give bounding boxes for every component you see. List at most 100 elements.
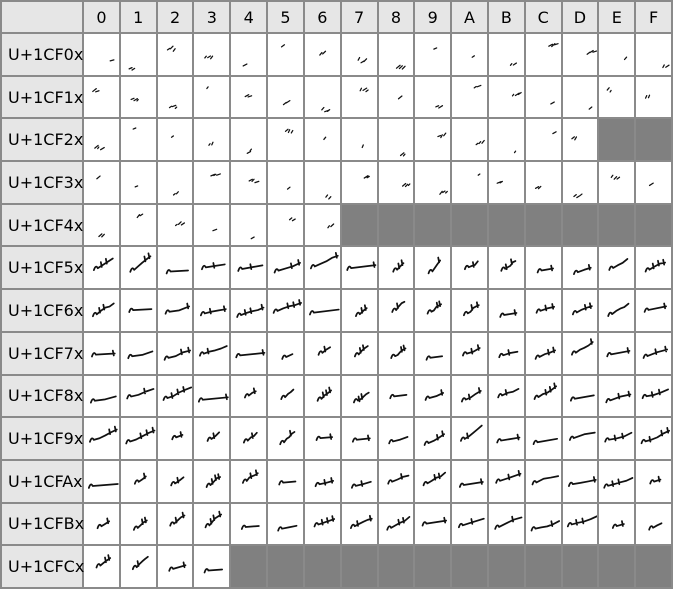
glyph-cell xyxy=(376,74,416,120)
glyph-cell xyxy=(192,245,232,291)
znamenny-glyph-icon xyxy=(570,136,577,141)
glyph-cell xyxy=(634,373,673,419)
unassigned-cell xyxy=(597,117,637,163)
chart-row: U+1CF3x xyxy=(0,160,673,205)
znamenny-glyph-icon xyxy=(128,307,153,314)
glyph-cell xyxy=(486,117,526,163)
glyph-cell xyxy=(413,32,453,77)
glyph-cell xyxy=(413,330,453,376)
znamenny-glyph-icon xyxy=(363,175,370,179)
glyph-cell xyxy=(192,544,232,589)
glyph-cell xyxy=(82,160,121,205)
znamenny-glyph-icon xyxy=(96,175,101,180)
znamenny-glyph-icon xyxy=(395,64,406,70)
znamenny-glyph-icon xyxy=(134,185,139,188)
znamenny-glyph-icon xyxy=(284,129,294,134)
glyph-cell xyxy=(523,288,563,333)
chart-row: U+1CF2x xyxy=(0,117,673,163)
glyph-cell xyxy=(486,330,526,376)
glyph-cell xyxy=(486,416,526,461)
znamenny-glyph-icon xyxy=(645,94,651,99)
glyph-cell xyxy=(523,117,563,163)
znamenny-glyph-icon xyxy=(170,135,174,139)
row-label: U+1CF9x xyxy=(0,416,84,461)
column-header-7: 7 xyxy=(339,0,379,34)
glyph-cell xyxy=(118,501,158,547)
znamenny-glyph-icon xyxy=(477,173,481,176)
znamenny-glyph-icon xyxy=(401,182,410,188)
glyph-cell xyxy=(155,117,195,163)
glyph-cell xyxy=(376,501,416,547)
glyph-cell xyxy=(413,288,453,333)
glyph-cell xyxy=(302,416,342,461)
glyph-cell xyxy=(266,74,305,120)
glyph-cell xyxy=(155,330,195,376)
znamenny-glyph-icon xyxy=(323,136,327,141)
glyph-cell xyxy=(302,373,342,419)
column-header-6: 6 xyxy=(302,0,342,34)
glyph-cell xyxy=(192,373,232,419)
glyph-cell xyxy=(82,117,121,163)
row-label: U+1CF5x xyxy=(0,245,84,291)
znamenny-glyph-icon xyxy=(282,99,291,105)
glyph-cell xyxy=(118,202,158,248)
glyph-cell xyxy=(266,32,305,77)
glyph-cell xyxy=(376,330,416,376)
chart-row: U+1CF9x xyxy=(0,416,673,461)
glyph-cell xyxy=(82,245,121,291)
glyph-cell xyxy=(192,74,232,120)
znamenny-glyph-icon xyxy=(499,309,518,318)
znamenny-glyph-icon xyxy=(288,217,296,222)
znamenny-glyph-icon xyxy=(246,148,253,155)
glyph-cell xyxy=(523,501,563,547)
znamenny-glyph-icon xyxy=(421,516,448,527)
glyph-cell xyxy=(118,245,158,291)
column-header-5: 5 xyxy=(266,0,305,34)
column-header-C: C xyxy=(523,0,563,34)
znamenny-glyph-icon xyxy=(549,101,555,105)
glyph-cell xyxy=(450,74,489,120)
znamenny-glyph-icon xyxy=(385,515,410,531)
znamenny-glyph-icon xyxy=(644,259,667,273)
znamenny-glyph-icon xyxy=(126,387,155,399)
znamenny-glyph-icon xyxy=(433,47,438,50)
znamenny-glyph-icon xyxy=(280,44,286,48)
znamenny-glyph-icon xyxy=(131,556,149,571)
znamenny-glyph-icon xyxy=(387,436,408,445)
unassigned-cell xyxy=(634,544,673,589)
znamenny-glyph-icon xyxy=(164,302,190,315)
znamenny-glyph-icon xyxy=(535,303,555,314)
unassigned-cell xyxy=(523,544,563,589)
unassigned-cell xyxy=(634,202,673,248)
glyph-cell xyxy=(450,117,489,163)
znamenny-glyph-icon xyxy=(349,514,373,529)
znamenny-glyph-icon xyxy=(89,395,117,404)
row-label: U+1CFCx xyxy=(0,544,84,589)
glyph-cell xyxy=(155,501,195,547)
znamenny-glyph-icon xyxy=(572,193,583,199)
glyph-cell xyxy=(339,458,379,504)
glyph-cell xyxy=(376,245,416,291)
znamenny-glyph-icon xyxy=(166,45,176,52)
znamenny-glyph-icon xyxy=(386,472,409,485)
znamenny-glyph-icon xyxy=(475,140,485,146)
column-header-A: A xyxy=(450,0,489,34)
glyph-cell xyxy=(413,160,453,205)
znamenny-glyph-icon xyxy=(162,385,192,401)
znamenny-glyph-icon xyxy=(346,261,377,272)
glyph-cell xyxy=(486,458,526,504)
znamenny-glyph-icon xyxy=(314,476,334,487)
glyph-cell xyxy=(155,32,195,77)
znamenny-glyph-icon xyxy=(643,302,668,313)
znamenny-glyph-icon xyxy=(509,62,517,66)
znamenny-glyph-icon xyxy=(92,302,115,318)
corner-cell xyxy=(0,0,84,34)
glyph-cell xyxy=(155,245,195,291)
glyph-cell xyxy=(82,373,121,419)
glyph-cell xyxy=(118,330,158,376)
glyph-cell xyxy=(413,458,453,504)
znamenny-glyph-icon xyxy=(640,427,671,445)
znamenny-glyph-icon xyxy=(532,438,558,446)
znamenny-glyph-icon xyxy=(624,56,628,61)
